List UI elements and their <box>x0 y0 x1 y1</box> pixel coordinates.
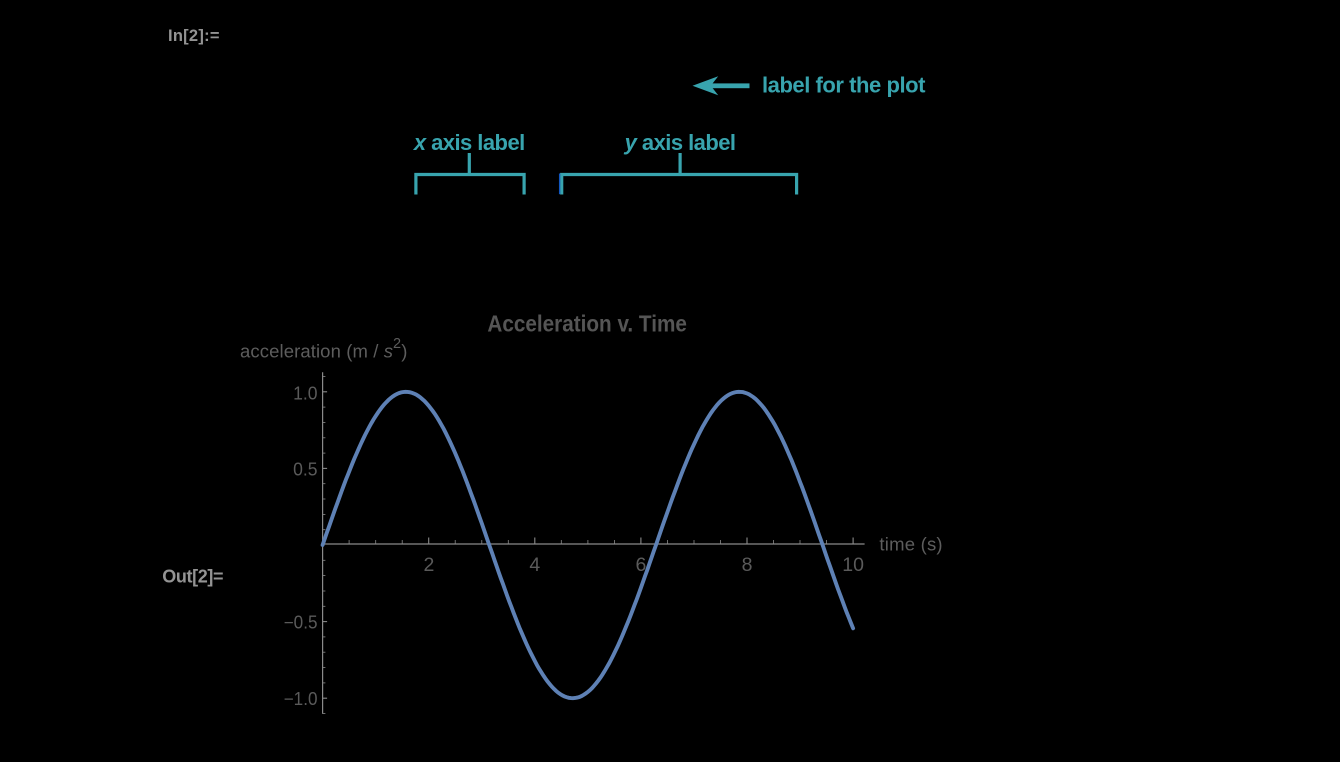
svg-text:0.5: 0.5 <box>293 459 317 479</box>
svg-text:label for the plot: label for the plot <box>762 73 926 98</box>
svg-text:10: 10 <box>842 554 864 576</box>
svg-text:y axis label: y axis label <box>624 130 736 155</box>
svg-text:Acceleration v. Time: Acceleration v. Time <box>487 310 687 336</box>
svg-text:8: 8 <box>742 554 753 576</box>
svg-text:−1.0: −1.0 <box>284 689 318 709</box>
svg-text:Out[2]=: Out[2]= <box>162 567 223 587</box>
svg-text:4: 4 <box>529 554 540 576</box>
svg-text:acceleration (m / s2): acceleration (m / s2) <box>240 336 407 362</box>
svg-text:x axis label: x axis label <box>413 130 525 155</box>
svg-text:6: 6 <box>635 554 646 576</box>
svg-text:−0.5: −0.5 <box>284 612 318 632</box>
svg-text:In[2]:=: In[2]:= <box>168 27 220 45</box>
svg-text:time (s): time (s) <box>879 534 942 555</box>
svg-text:2: 2 <box>423 554 434 576</box>
svg-text:1.0: 1.0 <box>293 383 317 403</box>
